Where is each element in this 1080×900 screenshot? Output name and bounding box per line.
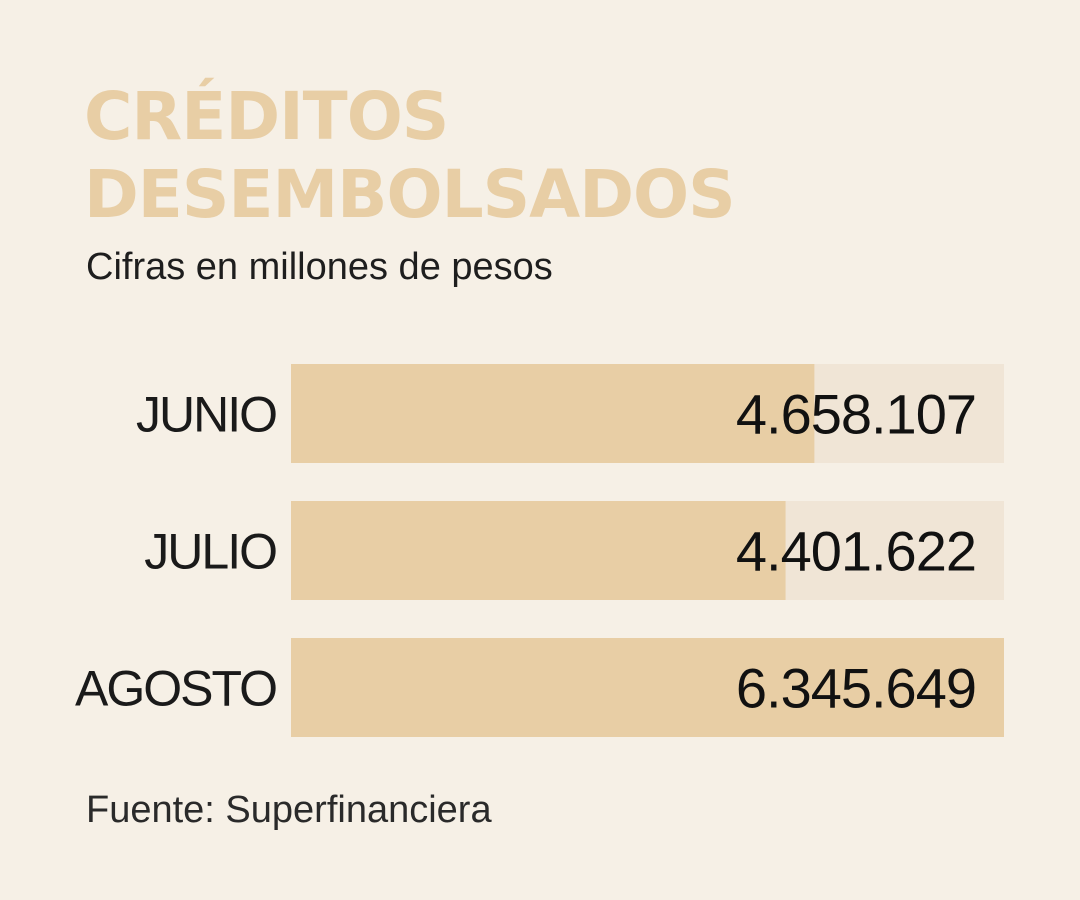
value-label: 4.658.107 <box>736 383 976 446</box>
bar-julio <box>291 501 786 600</box>
chart-title: CRÉDITOS DESEMBOLSADOS <box>84 78 736 234</box>
bar-agosto <box>291 638 1004 737</box>
chart-title-line-1: CRÉDITOS <box>84 78 449 155</box>
category-label: JULIO <box>144 524 276 580</box>
value-label: 6.345.649 <box>736 657 976 720</box>
category-label: AGOSTO <box>75 661 276 717</box>
source-note: Fuente: Superfinanciera <box>86 789 492 831</box>
value-label: 4.401.622 <box>736 520 976 583</box>
bar-junio <box>291 364 815 463</box>
chart-subtitle: Cifras en millones de pesos <box>86 246 553 288</box>
chart-title-line-2: DESEMBOLSADOS <box>84 156 736 233</box>
category-label: JUNIO <box>136 387 276 443</box>
